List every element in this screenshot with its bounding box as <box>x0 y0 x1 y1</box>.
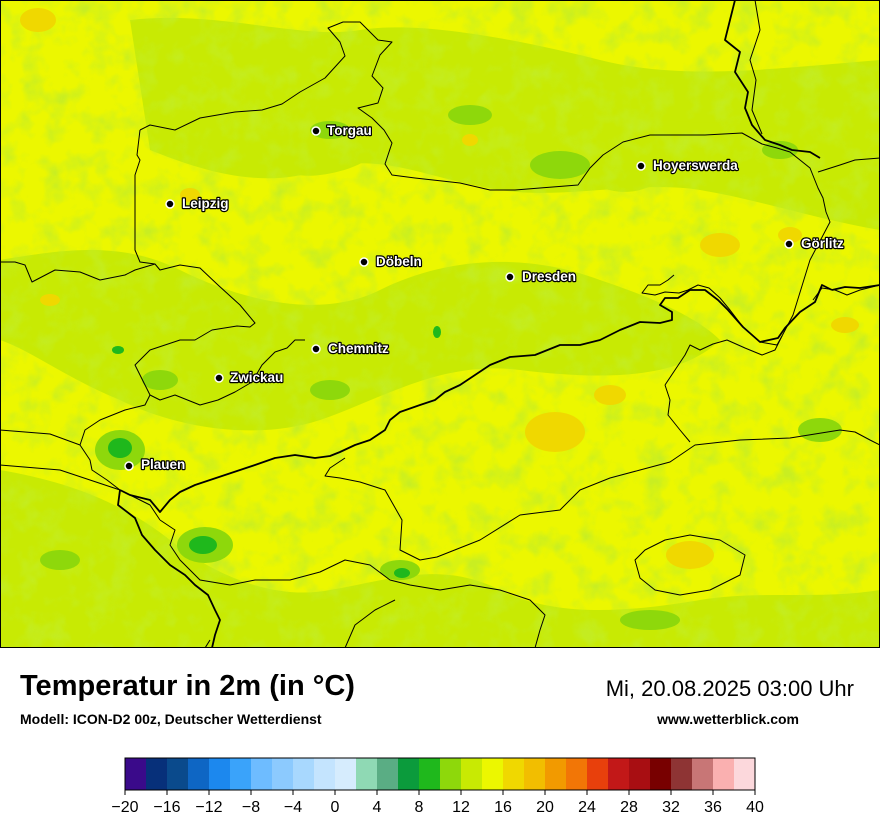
colorbar-cell <box>335 758 357 790</box>
colorbar-cell <box>503 758 525 790</box>
colorbar-cell <box>419 758 441 790</box>
cold-spots <box>108 326 441 578</box>
city-dot <box>359 257 369 267</box>
colorbar-cell <box>461 758 483 790</box>
temperature-texture <box>0 0 880 648</box>
city-dot <box>311 126 321 136</box>
website-link[interactable]: www.wetterblick.com <box>657 711 799 727</box>
colorbar-tick-label: 16 <box>494 799 512 816</box>
city-leipzig: Leipzig <box>165 195 230 212</box>
colorbar-tick-label: 0 <box>331 799 340 816</box>
colorbar-cell <box>566 758 588 790</box>
colorbar-cell <box>398 758 420 790</box>
city-dot <box>505 272 515 282</box>
colorbar-cell <box>272 758 294 790</box>
colorbar-cells <box>125 758 756 790</box>
colorbar-cell <box>293 758 315 790</box>
temperature-map: Torgau Leipzig Hoyerswerda Görlitz Döbel… <box>0 0 880 648</box>
city-hoyerswerda: Hoyerswerda <box>636 157 739 174</box>
city-label: Plauen <box>141 457 185 472</box>
colorbar-tick-label: 36 <box>704 799 722 816</box>
colorbar-cell <box>650 758 672 790</box>
city-label: Görlitz <box>801 236 844 251</box>
city-chemnitz: Chemnitz <box>311 340 390 357</box>
city-plauen: Plauen <box>124 456 186 473</box>
colorbar-cell <box>608 758 630 790</box>
colorbar-cell <box>713 758 735 790</box>
city-label: Döbeln <box>376 254 422 269</box>
colorbar-cell <box>188 758 210 790</box>
city-torgau: Torgau <box>311 122 373 139</box>
city-doebeln: Döbeln <box>359 253 423 270</box>
city-dot <box>311 344 321 354</box>
colorbar-frame <box>124 757 756 791</box>
city-label: Chemnitz <box>328 341 389 356</box>
colorbar-cell <box>629 758 651 790</box>
colorbar-cell <box>251 758 273 790</box>
colorbar-cell <box>314 758 336 790</box>
model-info: Modell: ICON-D2 00z, Deutscher Wetterdie… <box>20 711 322 727</box>
city-markers: Torgau Leipzig Hoyerswerda Görlitz Döbel… <box>124 122 845 473</box>
city-label: Torgau <box>327 123 372 138</box>
warm-pockets <box>20 8 859 569</box>
colorbar-tick-label: 28 <box>620 799 638 816</box>
city-zwickau: Zwickau <box>214 369 284 386</box>
colorbar-tick-label: −20 <box>111 799 138 816</box>
colorbar-tick-label: 40 <box>746 799 764 816</box>
colorbar-cell <box>524 758 546 790</box>
colorbar-cell <box>146 758 168 790</box>
city-label: Hoyerswerda <box>653 158 738 173</box>
colorbar-cell <box>167 758 189 790</box>
colorbar-cell <box>482 758 504 790</box>
district-borders <box>0 0 880 648</box>
colorbar-ticks: −20 −16 −12 −8 −4 0 4 8 12 16 20 24 28 32 36 40 <box>111 790 764 816</box>
city-dot <box>784 239 794 249</box>
city-dot <box>165 199 175 209</box>
forecast-datetime: Mi, 20.08.2025 03:00 Uhr <box>605 676 854 701</box>
colorbar-tick-label: 20 <box>536 799 554 816</box>
colorbar-cell <box>734 758 756 790</box>
city-dot <box>124 461 134 471</box>
colorbar-cell <box>209 758 231 790</box>
colorbar-tick-label: 32 <box>662 799 680 816</box>
city-dot <box>636 161 646 171</box>
colorbar-tick-label: −4 <box>284 799 302 816</box>
colorbar-tick-label: −16 <box>153 799 180 816</box>
colorbar-tick-label: 12 <box>452 799 470 816</box>
city-dot <box>214 373 224 383</box>
city-label: Zwickau <box>230 370 283 385</box>
colorbar-tick-label: 8 <box>415 799 424 816</box>
colorbar-tick-label: 4 <box>373 799 382 816</box>
colorbar-cell <box>671 758 693 790</box>
colorbar-tick-label: −8 <box>242 799 260 816</box>
city-label: Dresden <box>522 269 576 284</box>
colorbar-cell <box>692 758 714 790</box>
colorbar-cell <box>377 758 399 790</box>
city-label: Leipzig <box>182 196 229 211</box>
map-title: Temperatur in 2m (in °C) <box>20 670 355 702</box>
colorbar-cell <box>125 758 147 790</box>
colorbar-cell <box>545 758 567 790</box>
national-border <box>117 0 880 648</box>
city-goerlitz: Görlitz <box>784 235 845 252</box>
colorbar-cell <box>440 758 462 790</box>
colorbar-cell <box>587 758 609 790</box>
colorbar-tick-label: 24 <box>578 799 596 816</box>
colorbar-cell <box>356 758 378 790</box>
temperature-colorbar: −20 −16 −12 −8 −4 0 4 8 12 16 20 24 28 32 36 40 <box>111 757 764 816</box>
colorbar-tick-label: −12 <box>195 799 222 816</box>
city-dresden: Dresden <box>505 268 577 285</box>
colorbar-cell <box>230 758 252 790</box>
